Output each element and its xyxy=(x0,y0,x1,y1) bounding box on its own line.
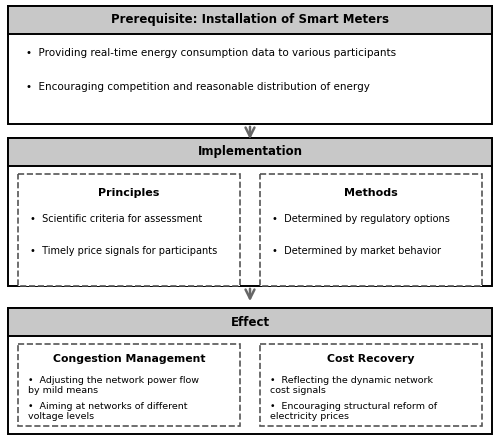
Bar xyxy=(8,6,492,34)
Bar xyxy=(18,174,240,286)
Text: •  Scientific criteria for assessment: • Scientific criteria for assessment xyxy=(30,214,202,224)
Bar xyxy=(260,344,482,426)
Bar xyxy=(8,138,492,286)
Bar xyxy=(18,344,240,426)
Bar xyxy=(8,308,492,336)
Text: Implementation: Implementation xyxy=(198,145,302,159)
Text: •  Aiming at networks of different
voltage levels: • Aiming at networks of different voltag… xyxy=(28,402,188,421)
Text: •  Encouraging structural reform of
electricity prices: • Encouraging structural reform of elect… xyxy=(270,402,437,421)
Text: Effect: Effect xyxy=(230,316,270,328)
Text: •  Providing real-time energy consumption data to various participants: • Providing real-time energy consumption… xyxy=(26,48,396,58)
Bar xyxy=(8,308,492,434)
Text: Congestion Management: Congestion Management xyxy=(53,354,206,364)
Bar xyxy=(8,6,492,124)
Text: Prerequisite: Installation of Smart Meters: Prerequisite: Installation of Smart Mete… xyxy=(111,14,389,27)
Text: •  Encouraging competition and reasonable distribution of energy: • Encouraging competition and reasonable… xyxy=(26,82,370,92)
Text: Methods: Methods xyxy=(344,188,398,198)
Text: •  Determined by market behavior: • Determined by market behavior xyxy=(272,246,441,256)
Text: •  Adjusting the network power flow
by mild means: • Adjusting the network power flow by mi… xyxy=(28,376,199,396)
Text: •  Timely price signals for participants: • Timely price signals for participants xyxy=(30,246,217,256)
Bar xyxy=(8,138,492,166)
Text: •  Reflecting the dynamic network
cost signals: • Reflecting the dynamic network cost si… xyxy=(270,376,433,396)
Bar xyxy=(260,174,482,286)
Text: •  Determined by regulatory options: • Determined by regulatory options xyxy=(272,214,450,224)
Text: Cost Recovery: Cost Recovery xyxy=(327,354,415,364)
Text: Principles: Principles xyxy=(98,188,160,198)
